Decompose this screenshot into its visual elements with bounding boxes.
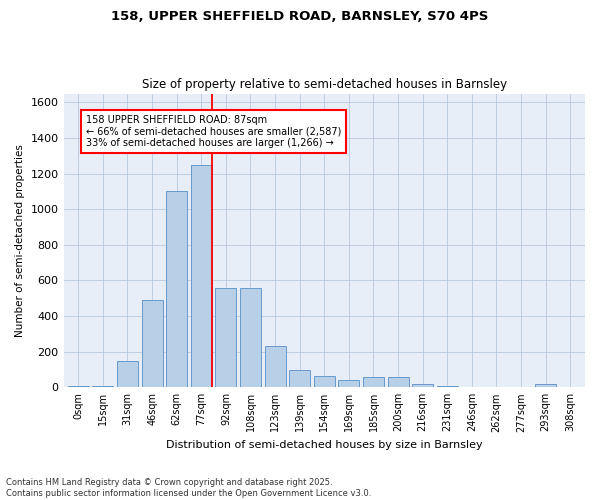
Bar	[388, 376, 409, 388]
Bar	[265, 346, 286, 388]
Bar	[117, 360, 138, 388]
Bar	[314, 376, 335, 388]
Text: 158 UPPER SHEFFIELD ROAD: 87sqm
← 66% of semi-detached houses are smaller (2,587: 158 UPPER SHEFFIELD ROAD: 87sqm ← 66% of…	[86, 115, 341, 148]
Bar	[437, 386, 458, 388]
Bar	[338, 380, 359, 388]
Bar	[166, 192, 187, 388]
X-axis label: Distribution of semi-detached houses by size in Barnsley: Distribution of semi-detached houses by …	[166, 440, 482, 450]
Y-axis label: Number of semi-detached properties: Number of semi-detached properties	[15, 144, 25, 337]
Bar	[142, 300, 163, 388]
Title: Size of property relative to semi-detached houses in Barnsley: Size of property relative to semi-detach…	[142, 78, 507, 91]
Bar	[92, 386, 113, 388]
Bar	[215, 288, 236, 388]
Bar	[240, 288, 261, 388]
Bar	[412, 384, 433, 388]
Text: 158, UPPER SHEFFIELD ROAD, BARNSLEY, S70 4PS: 158, UPPER SHEFFIELD ROAD, BARNSLEY, S70…	[112, 10, 488, 23]
Bar	[289, 370, 310, 388]
Text: Contains HM Land Registry data © Crown copyright and database right 2025.
Contai: Contains HM Land Registry data © Crown c…	[6, 478, 371, 498]
Bar	[191, 165, 212, 388]
Bar	[363, 376, 384, 388]
Bar	[535, 384, 556, 388]
Bar	[68, 386, 89, 388]
